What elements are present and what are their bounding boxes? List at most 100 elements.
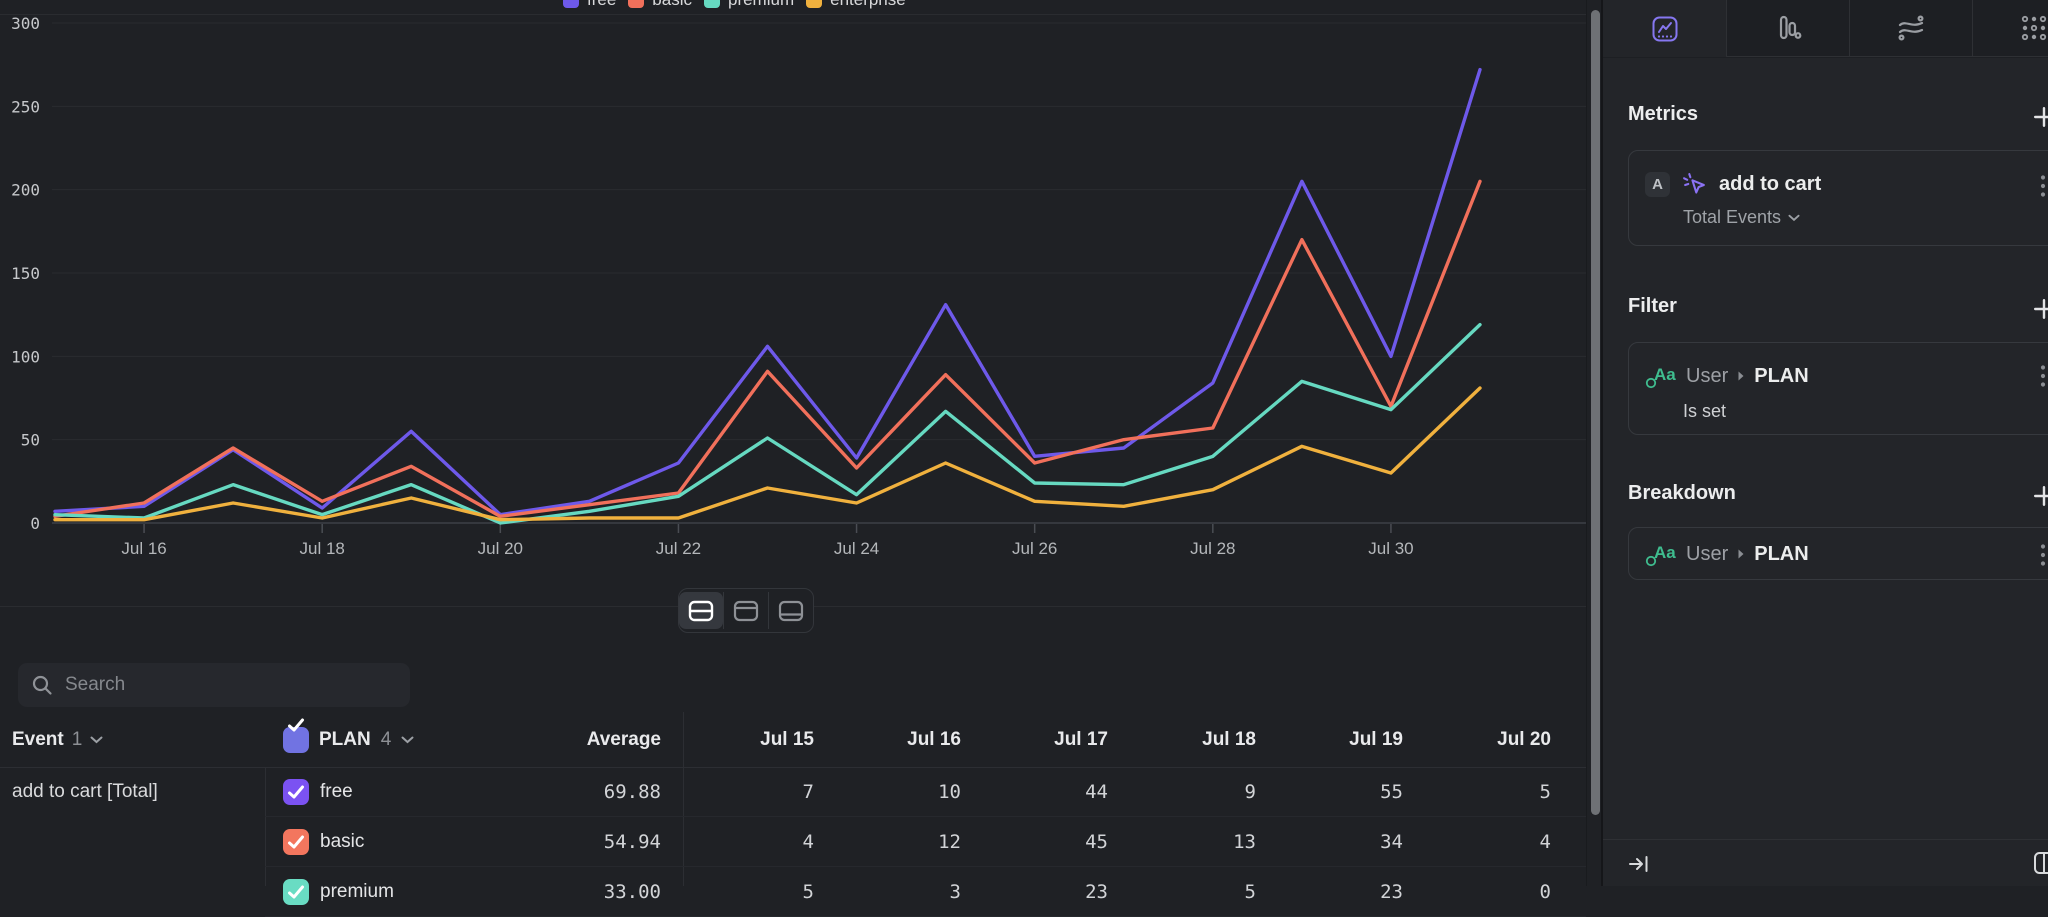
date-column-header: Jul 16	[907, 729, 961, 750]
legend-item-basic[interactable]: basic	[628, 0, 692, 10]
date-column-header: Jul 15	[760, 729, 814, 750]
x-axis-label: Jul 18	[300, 539, 345, 558]
breakdown-section-title: Breakdown	[1628, 482, 1736, 504]
metrics-section-title: Metrics	[1628, 103, 1699, 125]
bar-chart-icon	[1779, 15, 1802, 40]
cell-value: 23	[1085, 881, 1108, 903]
row-average: 69.88	[603, 781, 661, 803]
metric-measure-label: Total Events	[1683, 207, 1782, 227]
y-axis-label: 50	[21, 431, 40, 450]
metric-options-button[interactable]	[2036, 173, 2048, 199]
scrollbar-track[interactable]	[1586, 0, 1604, 886]
property-icon: Aa	[1645, 543, 1676, 567]
x-axis-label: Jul 26	[1012, 539, 1057, 558]
layout-chart-focus-button[interactable]	[723, 592, 768, 629]
chevron-down-icon	[401, 736, 414, 743]
chevron-right-icon	[1738, 371, 1744, 381]
chart-series-line-basic[interactable]	[53, 179, 1482, 519]
x-axis-label: Jul 28	[1190, 539, 1235, 558]
plan-column-header[interactable]: PLAN 4	[283, 712, 414, 767]
breakdown-options-button[interactable]	[2036, 542, 2048, 568]
y-axis-label: 0	[30, 514, 40, 533]
metric-measure-dropdown[interactable]: Total Events	[1683, 207, 1800, 228]
legend-swatch	[703, 0, 720, 8]
metric-card[interactable]: A add to cart Total Events	[1628, 150, 2048, 246]
cell-value: 9	[1244, 781, 1256, 803]
chart-focus-icon	[733, 600, 759, 621]
filter-options-button[interactable]	[2036, 363, 2048, 389]
legend-swatch	[628, 0, 645, 8]
layout-split-view-button[interactable]	[679, 592, 723, 629]
property-icon: Aa	[1645, 365, 1676, 389]
table-column-divider	[683, 712, 684, 886]
legend-label: enterprise	[830, 0, 906, 10]
cell-value: 4	[1539, 831, 1551, 853]
search-input[interactable]	[63, 673, 397, 697]
panel-layout-button[interactable]	[2033, 851, 2048, 875]
filter-condition[interactable]: Is set	[1683, 401, 1727, 421]
breakdown-card[interactable]: Aa User PLAN	[1628, 527, 2048, 580]
line-chart-icon	[1652, 16, 1677, 41]
filter-card[interactable]: Aa User PLAN Is set	[1628, 342, 2048, 435]
chart-series-line-premium[interactable]	[53, 322, 1482, 525]
row-checkbox[interactable]	[283, 779, 309, 805]
row-name: premium	[320, 881, 394, 902]
stream-chart-icon	[1898, 15, 1924, 41]
scrollbar-thumb[interactable]	[1591, 10, 1600, 815]
tab-line-chart[interactable]	[1603, 0, 1726, 57]
event-header-count: 1	[71, 728, 83, 750]
add-filter-button[interactable]	[2031, 296, 2048, 322]
cell-value: 5	[1539, 781, 1551, 803]
kebab-menu-icon	[2040, 365, 2046, 387]
kebab-menu-icon	[2040, 175, 2046, 197]
legend-item-enterprise[interactable]: enterprise	[806, 0, 906, 10]
row-average: 33.00	[603, 881, 661, 903]
legend-item-premium[interactable]: premium	[703, 0, 794, 10]
cell-value: 7	[802, 781, 814, 803]
chart-legend: free basic premium enterprise	[563, 0, 906, 10]
filter-scope: User	[1686, 364, 1729, 387]
layout-table-focus-button[interactable]	[768, 592, 813, 629]
table-header: Event 1 PLAN 4 Average Jul 15 Jul 16 Jul 1…	[0, 712, 1586, 768]
plan-header-checkbox[interactable]	[283, 718, 309, 753]
y-axis-label: 200	[11, 181, 40, 200]
cell-value: 0	[1539, 881, 1551, 903]
collapse-right-icon	[1629, 856, 1648, 872]
more-charts-grid-icon	[2021, 15, 2047, 41]
add-breakdown-button[interactable]	[2031, 483, 2048, 509]
event-header-label: Event	[12, 728, 64, 750]
chevron-right-icon	[1738, 549, 1744, 559]
tab-stream-chart[interactable]	[1849, 0, 1972, 57]
x-axis-label: Jul 24	[834, 539, 879, 558]
x-axis-label: Jul 16	[121, 539, 166, 558]
filter-property: PLAN	[1754, 364, 1809, 387]
filter-section-title: Filter	[1628, 295, 1677, 317]
legend-swatch	[806, 0, 823, 8]
chart-series-line-free[interactable]	[53, 67, 1482, 517]
cell-value: 5	[1244, 881, 1256, 903]
tab-bar-chart[interactable]	[1726, 0, 1849, 57]
add-metric-button[interactable]	[2031, 104, 2048, 130]
breakdown-property: PLAN	[1754, 542, 1809, 565]
breakdown-scope: User	[1686, 542, 1729, 565]
chevron-down-icon	[90, 736, 103, 743]
chevron-down-icon	[1788, 214, 1800, 221]
tab-more-chart-types[interactable]	[1972, 0, 2048, 57]
table-row-free: free 69.88 7 10 44 9 55 5	[0, 767, 1586, 817]
cell-value: 45	[1085, 831, 1108, 853]
row-name: basic	[320, 831, 365, 852]
x-axis-label: Jul 22	[656, 539, 701, 558]
event-column-header[interactable]: Event 1	[12, 712, 103, 767]
legend-swatch	[563, 0, 579, 8]
y-axis-label: 100	[11, 347, 40, 366]
plus-icon	[2033, 485, 2048, 507]
split-view-icon	[688, 600, 714, 621]
table-row-premium: premium 33.00 5 3 23 5 23 0	[0, 867, 1586, 917]
cell-value: 5	[802, 881, 814, 903]
collapse-panel-button[interactable]	[1627, 852, 1651, 876]
legend-item-free[interactable]: free	[563, 0, 616, 10]
row-checkbox[interactable]	[283, 879, 309, 905]
chart-series-line-enterprise[interactable]	[53, 386, 1482, 522]
row-checkbox[interactable]	[283, 829, 309, 855]
table-row-basic: basic 54.94 4 12 45 13 34 4	[0, 817, 1586, 867]
